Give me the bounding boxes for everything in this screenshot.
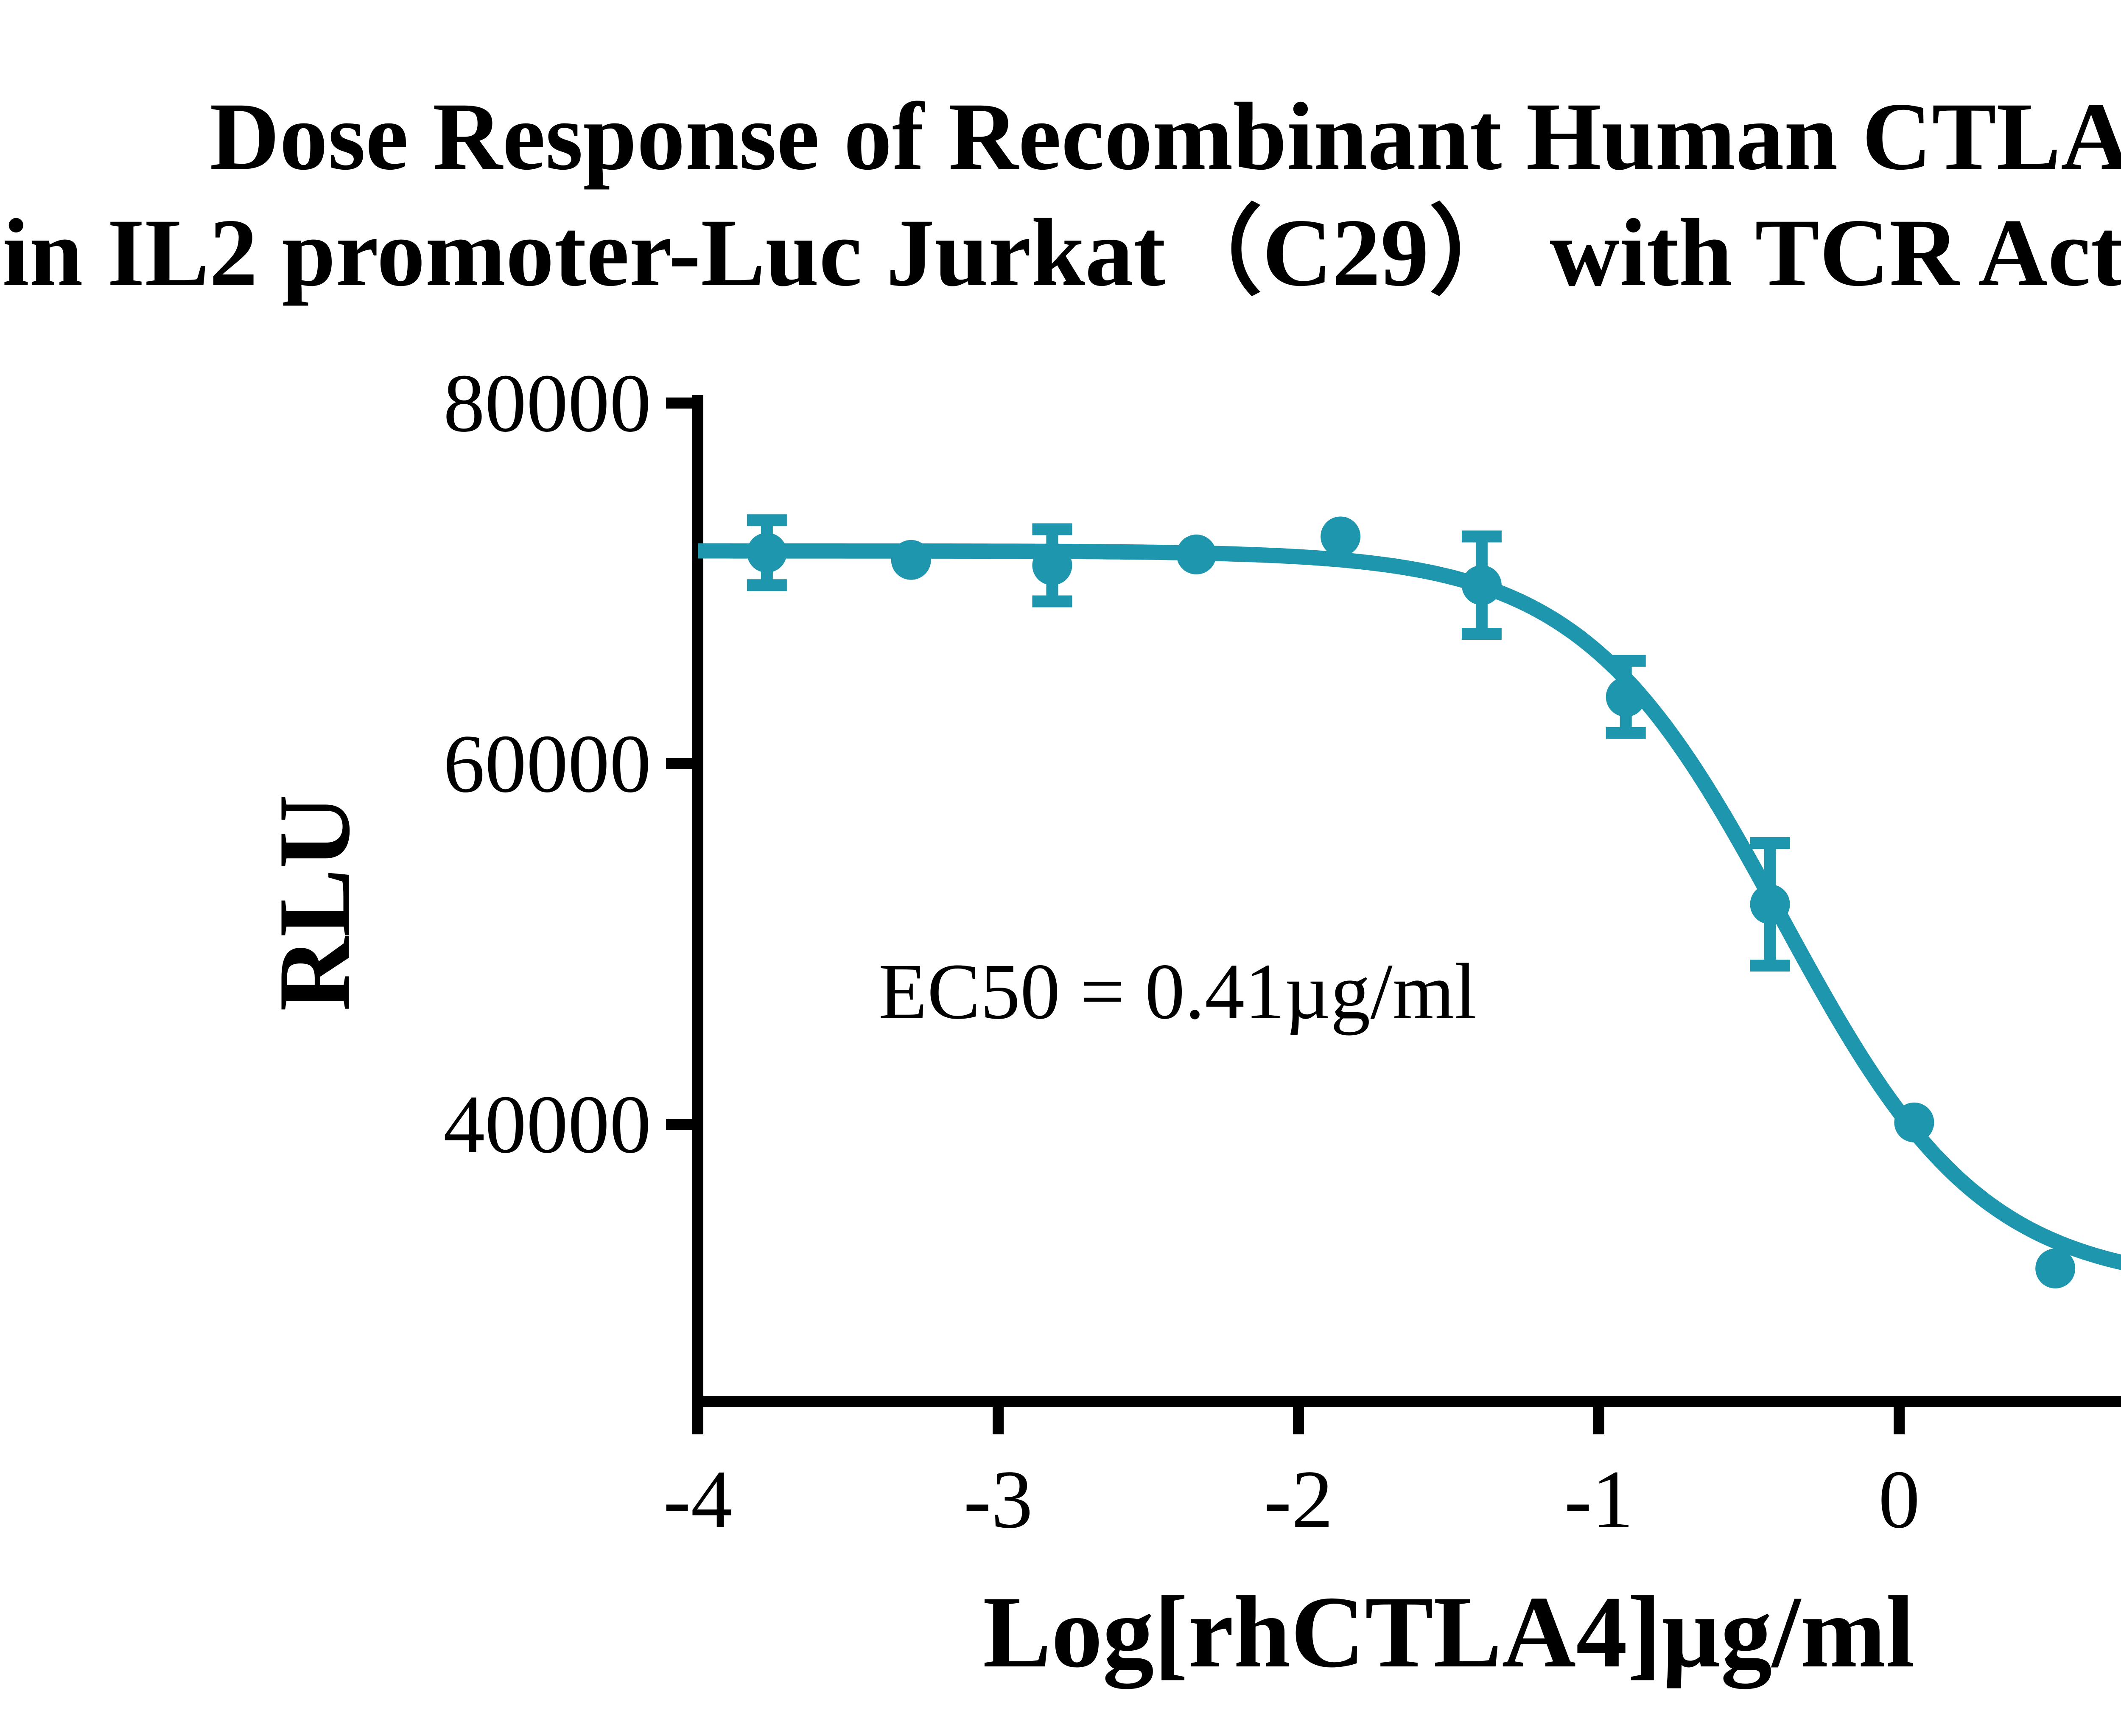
x-tick-label: 0 bbox=[1878, 1453, 1920, 1546]
y-tick-label: 60000 bbox=[443, 718, 651, 810]
error-bars bbox=[747, 514, 1790, 972]
x-tick-label: -1 bbox=[1564, 1453, 1633, 1546]
data-point bbox=[1750, 884, 1790, 924]
chart-title: Dose Response of Recombinant Human CTLA-… bbox=[2, 83, 2121, 306]
data-point bbox=[747, 532, 787, 573]
x-tick-label: -4 bbox=[663, 1453, 732, 1546]
fit-curve bbox=[698, 543, 2121, 1270]
ec50-annotation: EC50 = 0.41µg/ml bbox=[879, 947, 1477, 1036]
y-axis-ticks: 40000 60000 80000 bbox=[443, 357, 698, 1170]
x-axis-ticks: -4-3-2-101 bbox=[663, 1401, 1920, 1546]
x-tick-label: -3 bbox=[963, 1453, 1033, 1546]
y-tick-label: 40000 bbox=[443, 1078, 651, 1170]
data-point bbox=[891, 540, 931, 580]
data-point bbox=[1606, 677, 1646, 717]
data-point bbox=[1321, 516, 1361, 557]
chart-title-line2: in IL2 promoter-Luc Jurkat（C29） with TCR… bbox=[2, 199, 2121, 306]
data-points bbox=[747, 516, 2076, 1288]
x-tick-label: -2 bbox=[1264, 1453, 1333, 1546]
data-point bbox=[1461, 565, 1502, 605]
x-axis-label: Log[rhCTLA4]µg/ml bbox=[983, 1575, 1914, 1689]
data-point bbox=[2035, 1249, 2076, 1288]
chart-title-line1: Dose Response of Recombinant Human CTLA-… bbox=[210, 83, 2121, 190]
data-point bbox=[1894, 1102, 1934, 1142]
data-point bbox=[1176, 535, 1217, 574]
data-point bbox=[1032, 545, 1072, 585]
y-tick-label: 80000 bbox=[443, 357, 651, 449]
y-axis-label: RLU bbox=[257, 795, 371, 1011]
